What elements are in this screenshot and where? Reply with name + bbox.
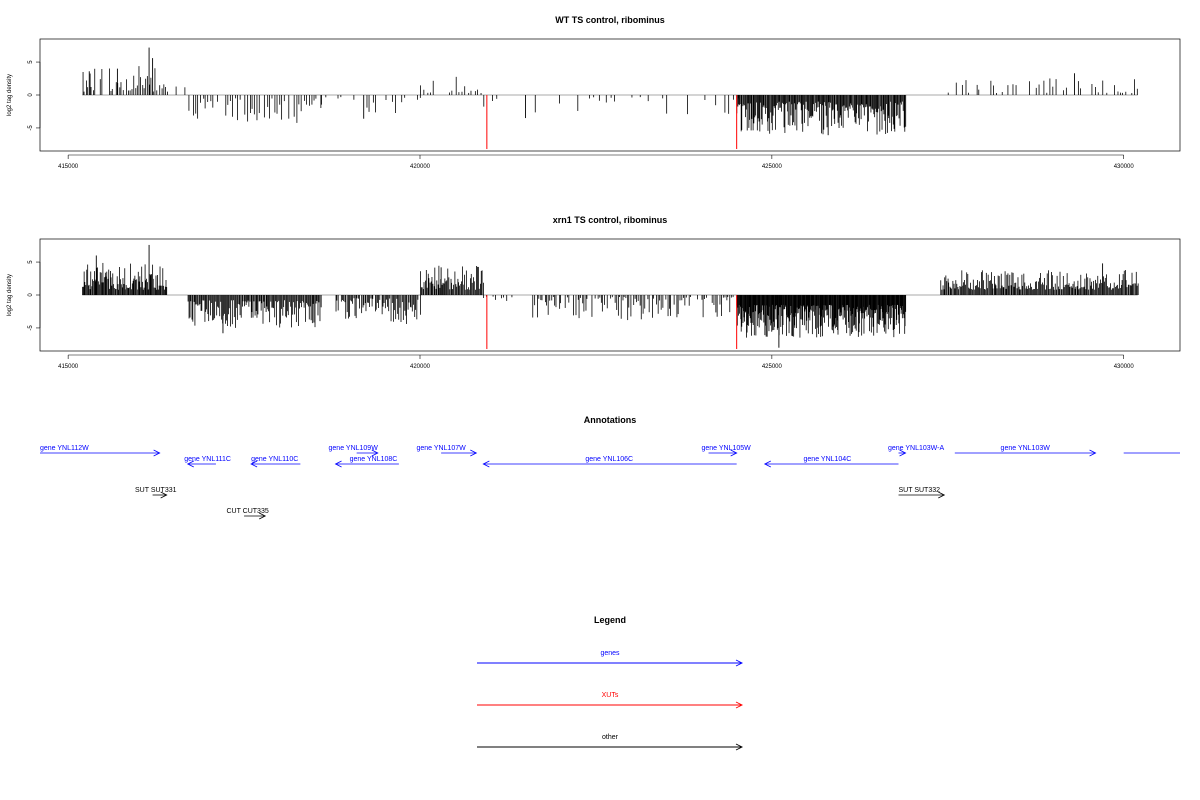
x-tick-label: 425000 xyxy=(762,364,783,370)
y-tick-label: 5 xyxy=(28,60,34,64)
legend-label: XUTs xyxy=(602,692,619,699)
arrow-head xyxy=(153,449,161,457)
y-tick-label: -5 xyxy=(28,125,34,131)
panel-title: WT TS control, ribominus xyxy=(555,15,665,25)
legend-arrow-head xyxy=(735,659,744,667)
axes: 5 0 -5 415000 420000 425000 430000 xyxy=(28,260,1134,370)
arrow-head xyxy=(371,449,379,457)
feature-label: gene YNL104C xyxy=(804,456,852,463)
track-panel-xrn1: xrn1 TS control, ribominus log2 tag dens… xyxy=(7,215,1181,370)
legend-items: genes XUTs other xyxy=(477,650,744,751)
x-tick-label: 415000 xyxy=(58,164,79,170)
arrow-head xyxy=(250,460,258,468)
legend-arrow-head xyxy=(735,743,744,751)
feature-label: gene YNL112W xyxy=(40,445,89,452)
feature-label: gene YNL105W xyxy=(701,445,751,452)
axes: 5 0 -5 415000 420000 425000 430000 xyxy=(28,60,1134,170)
feature-label: gene YNL103W-A xyxy=(888,445,944,452)
x-tick-label: 420000 xyxy=(410,364,431,370)
arrow-head xyxy=(730,449,738,457)
y-tick-label: 0 xyxy=(28,293,34,297)
feature-label: CUT CUT335 xyxy=(226,508,268,515)
y-axis-label: log2 tag density xyxy=(7,274,13,316)
feature-label: gene YNL107W xyxy=(416,445,466,452)
x-tick-label: 430000 xyxy=(1114,164,1135,170)
legend-title: Legend xyxy=(594,615,626,625)
arrow-head xyxy=(186,460,194,468)
feature-label: gene YNL103W xyxy=(1001,445,1051,452)
arrow-head xyxy=(938,491,946,499)
feature-label: gene YNL109W xyxy=(329,445,379,452)
x-tick-label: 415000 xyxy=(58,364,79,370)
arrow-head xyxy=(899,449,907,457)
arrow-head xyxy=(470,449,478,457)
feature-label: SUT SUT331 xyxy=(135,487,177,494)
arrow-head xyxy=(259,512,267,520)
annotation-features: gene YNL112W gene YNL111C gene YNL110C gene… xyxy=(40,445,1180,520)
x-tick-label: 430000 xyxy=(1114,364,1135,370)
y-tick-label: 0 xyxy=(28,93,34,97)
track-panel-wt: WT TS control, ribominus log2 tag densit… xyxy=(7,15,1181,170)
legend-label: genes xyxy=(600,650,620,657)
arrow-head xyxy=(482,460,490,468)
legend-arrow-head xyxy=(735,701,744,709)
annotations-title: Annotations xyxy=(584,415,637,425)
x-tick-label: 420000 xyxy=(410,164,431,170)
feature-label: gene YNL111C xyxy=(184,456,231,463)
panel-title: xrn1 TS control, ribominus xyxy=(553,215,668,225)
feature-label: gene YNL110C xyxy=(251,456,298,463)
bars xyxy=(82,47,1138,150)
x-tick-label: 425000 xyxy=(762,164,783,170)
arrow-head xyxy=(160,491,168,499)
legend: Legend genes XUTs other xyxy=(477,615,744,751)
y-tick-label: -5 xyxy=(28,325,34,331)
arrow-head xyxy=(763,460,771,468)
bars xyxy=(82,244,1139,350)
legend-label: other xyxy=(602,734,619,741)
feature-label: gene YNL106C xyxy=(585,456,633,463)
feature-label: gene YNL108C xyxy=(350,456,398,463)
feature-label: SUT SUT332 xyxy=(899,487,941,494)
y-tick-label: 5 xyxy=(28,260,34,264)
arrow-head xyxy=(334,460,342,468)
arrow-head xyxy=(1089,449,1097,457)
y-axis-label: log2 tag density xyxy=(7,74,13,116)
